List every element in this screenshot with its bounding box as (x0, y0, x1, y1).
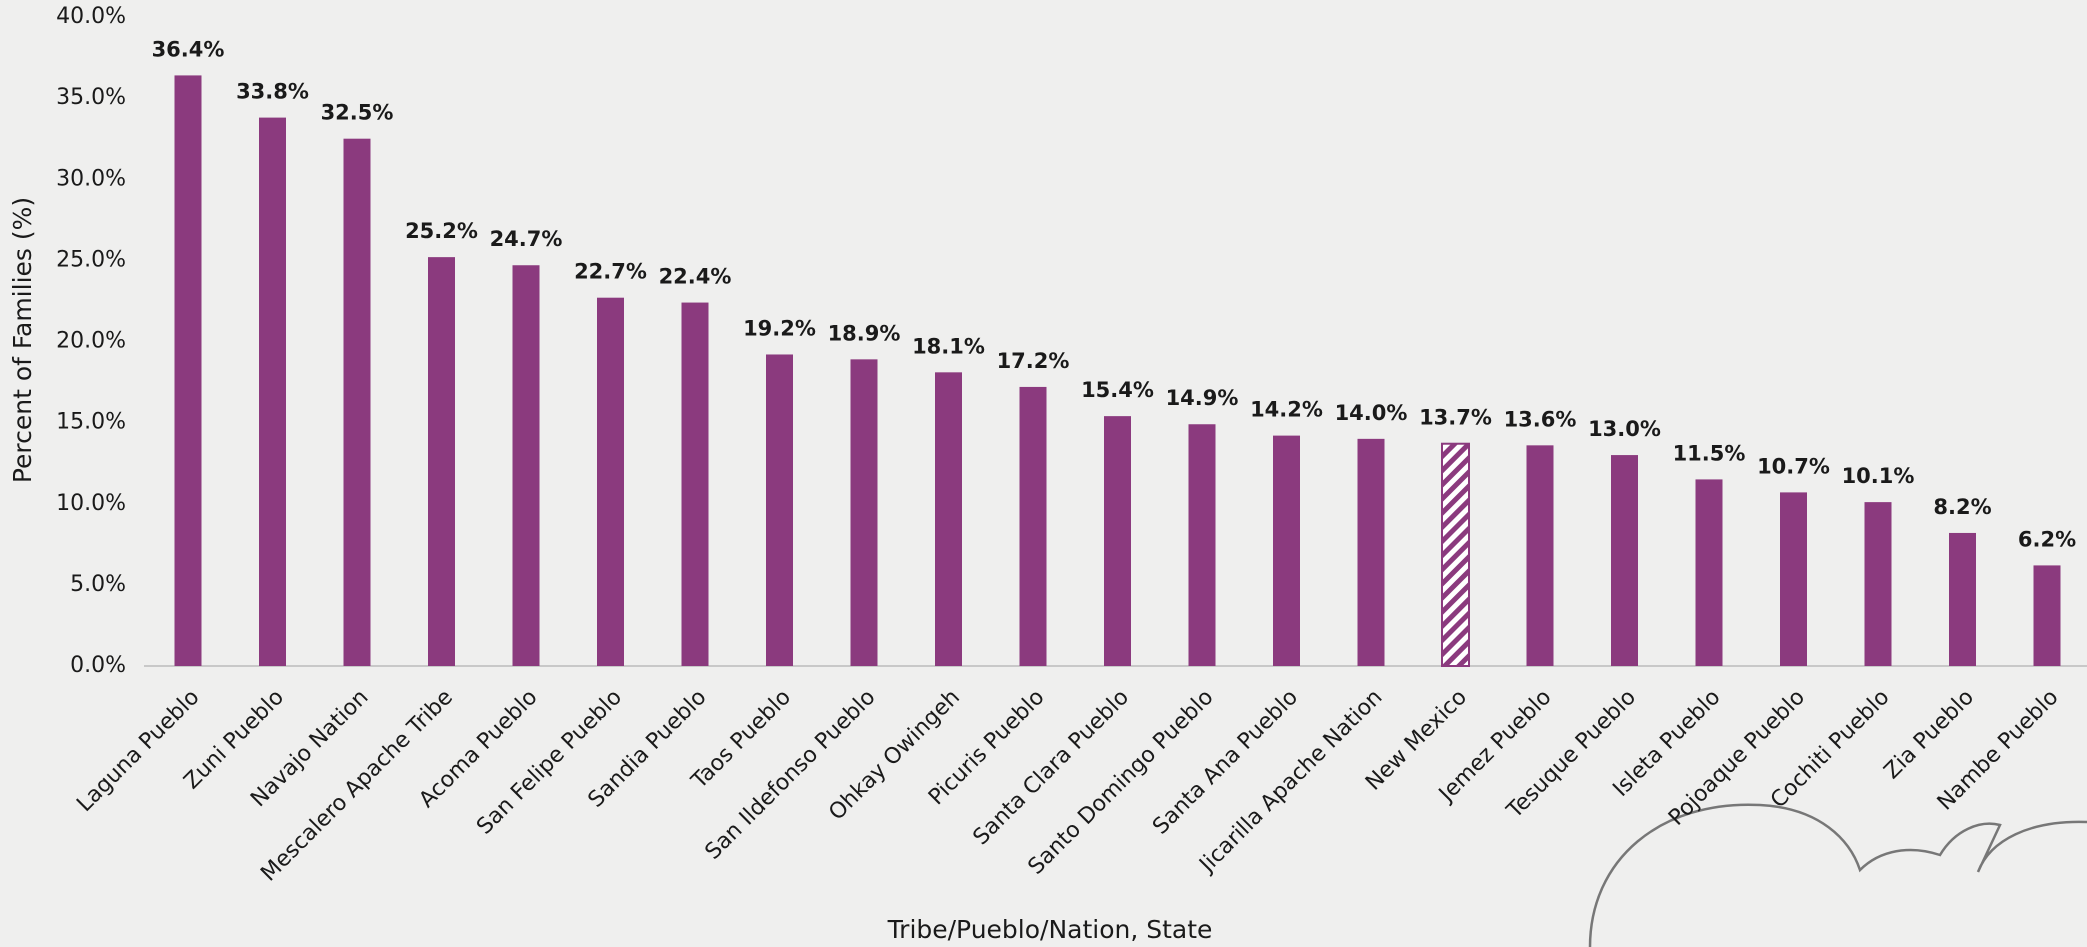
value-label: 13.6% (1504, 407, 1577, 431)
bar (1273, 435, 1300, 666)
bar (766, 354, 793, 666)
value-label: 13.7% (1419, 406, 1492, 430)
value-label: 14.9% (1166, 386, 1239, 410)
value-label: 10.7% (1757, 454, 1830, 478)
bar (343, 138, 371, 666)
bar (935, 372, 962, 666)
value-label: 6.2% (2018, 527, 2076, 551)
bar (1780, 492, 1807, 666)
y-tick-label: 40.0% (56, 4, 126, 29)
x-axis-title: Tribe/Pueblo/Nation, State (887, 915, 1213, 944)
x-tick-label: Laguna Pueblo (72, 685, 204, 817)
x-tick-label: Santa Clara Pueblo (969, 685, 1134, 850)
x-tick-label: Santa Ana Pueblo (1148, 685, 1303, 840)
value-label: 18.9% (828, 321, 901, 345)
bar (1441, 442, 1470, 667)
bar (512, 265, 540, 666)
bar (2033, 565, 2061, 666)
value-label: 13.0% (1588, 417, 1661, 441)
bar (681, 302, 709, 666)
bar (428, 257, 455, 666)
value-label: 18.1% (912, 334, 985, 358)
bar (850, 359, 878, 666)
value-label: 36.4% (152, 37, 225, 61)
bar (1864, 502, 1892, 666)
value-label: 22.7% (574, 260, 647, 284)
y-tick-label: 0.0% (70, 653, 126, 678)
decoration (1588, 803, 2087, 947)
y-tick-label: 20.0% (56, 329, 126, 354)
value-label: 14.2% (1250, 398, 1323, 422)
y-tick-label: 15.0% (56, 410, 126, 435)
y-tick-label: 10.0% (56, 491, 126, 516)
value-label: 32.5% (321, 101, 394, 125)
value-label: 24.7% (490, 227, 563, 251)
value-label: 17.2% (997, 349, 1070, 373)
x-tick-label: San Ildefonso Pueblo (701, 685, 881, 865)
value-label: 25.2% (405, 219, 478, 243)
y-tick-label: 35.0% (56, 85, 126, 110)
bar (1949, 532, 1976, 666)
value-label: 22.4% (659, 265, 732, 289)
y-tick-label: 25.0% (56, 247, 126, 272)
value-label: 33.8% (236, 80, 309, 104)
bar (597, 297, 624, 666)
value-label: 11.5% (1673, 441, 1746, 465)
y-axis-title: Percent of Families (%) (8, 197, 37, 483)
value-label: 8.2% (1933, 495, 1991, 519)
bar (1695, 479, 1723, 666)
value-label: 19.2% (743, 316, 816, 340)
bar (259, 117, 286, 667)
x-tick-label: San Felipe Pueblo (472, 685, 627, 840)
bar (1019, 386, 1047, 666)
y-tick-label: 30.0% (56, 166, 126, 191)
bar (1357, 438, 1385, 666)
bar (174, 75, 202, 666)
value-label: 14.0% (1335, 401, 1408, 425)
bar (1611, 455, 1638, 666)
value-label: 10.1% (1842, 464, 1915, 488)
bar (1188, 424, 1216, 666)
y-tick-label: 5.0% (70, 572, 126, 597)
bar (1526, 445, 1554, 666)
value-label: 15.4% (1081, 378, 1154, 402)
bar (1104, 416, 1131, 666)
